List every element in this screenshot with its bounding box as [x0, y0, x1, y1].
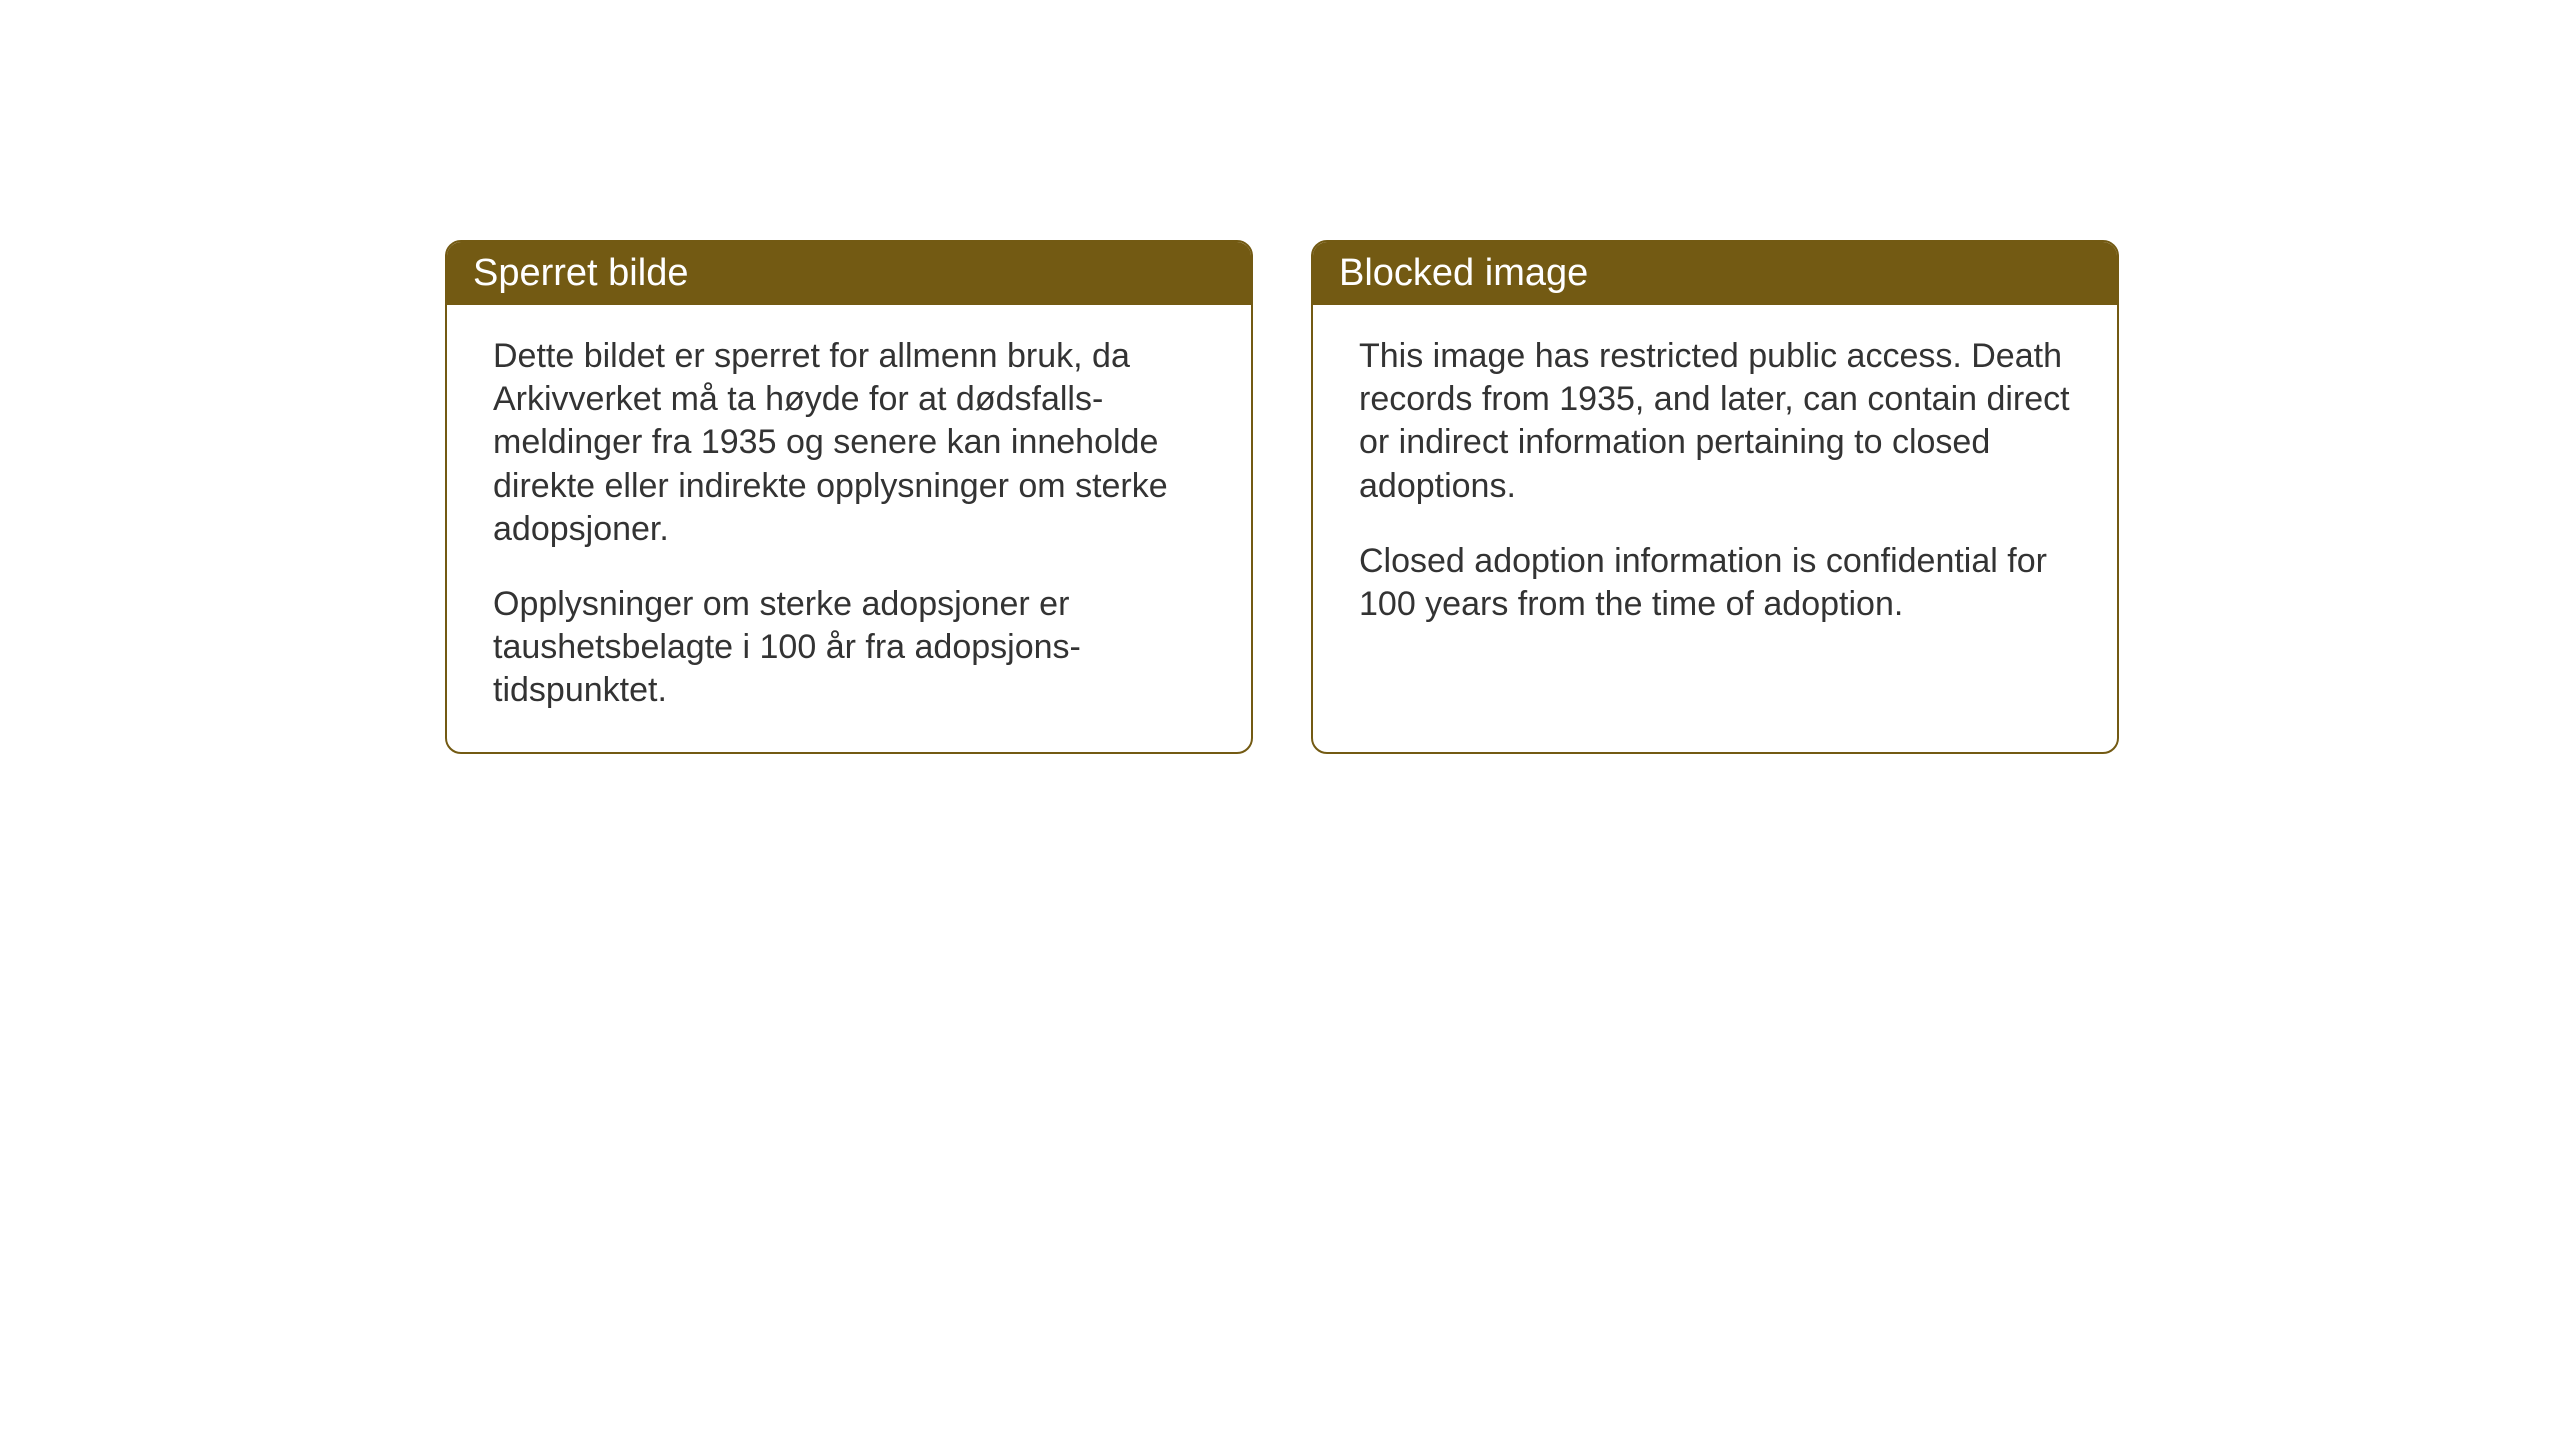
card-paragraph2-norwegian: Opplysninger om sterke adopsjoner er tau… [493, 583, 1205, 713]
card-paragraph2-english: Closed adoption information is confident… [1359, 540, 2071, 626]
card-header-norwegian: Sperret bilde [447, 242, 1251, 305]
notice-card-english: Blocked image This image has restricted … [1311, 240, 2119, 754]
card-title-english: Blocked image [1339, 252, 1588, 294]
card-body-english: This image has restricted public access.… [1313, 305, 2117, 706]
card-title-norwegian: Sperret bilde [473, 252, 688, 294]
notice-card-norwegian: Sperret bilde Dette bildet er sperret fo… [445, 240, 1253, 754]
card-header-english: Blocked image [1313, 242, 2117, 305]
card-body-norwegian: Dette bildet er sperret for allmenn bruk… [447, 305, 1251, 752]
card-paragraph1-norwegian: Dette bildet er sperret for allmenn bruk… [493, 335, 1205, 551]
card-paragraph1-english: This image has restricted public access.… [1359, 335, 2071, 508]
notice-container: Sperret bilde Dette bildet er sperret fo… [445, 240, 2119, 754]
